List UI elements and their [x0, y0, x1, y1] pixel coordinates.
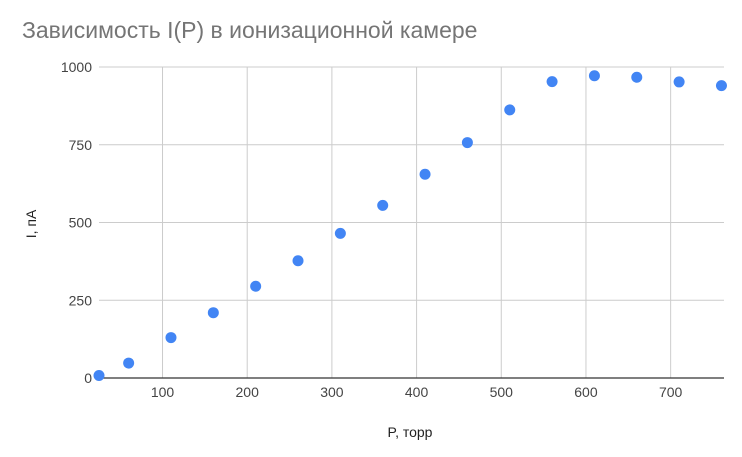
data-point — [165, 332, 177, 344]
data-point — [546, 76, 558, 88]
x-tick-label: 500 — [490, 384, 514, 400]
x-tick-label: 700 — [659, 384, 683, 400]
data-point — [377, 199, 389, 211]
data-point — [461, 137, 473, 149]
y-axis-label: I, пА — [23, 209, 39, 238]
data-point — [250, 280, 262, 292]
y-tick-label: 250 — [69, 292, 93, 308]
data-point — [504, 104, 516, 116]
data-point — [588, 70, 600, 82]
gridlines — [99, 66, 724, 378]
data-point — [123, 357, 135, 369]
x-tick-label: 400 — [405, 384, 429, 400]
tick-labels: 0 250 500 750 1000 100 200 300 400 500 600 700 — [61, 59, 683, 400]
chart-title: Зависимость I(P) в ионизационной камере — [22, 17, 478, 43]
data-point — [334, 227, 346, 239]
data-point — [93, 370, 105, 382]
data-point — [419, 168, 431, 180]
data-points — [93, 70, 727, 382]
data-point — [292, 255, 304, 267]
x-tick-label: 300 — [320, 384, 344, 400]
x-tick-label: 200 — [236, 384, 260, 400]
x-tick-label: 100 — [151, 384, 175, 400]
x-axis-label: P, торр — [388, 424, 433, 440]
y-tick-label: 500 — [69, 215, 93, 231]
x-tick-label: 600 — [574, 384, 598, 400]
y-tick-label: 0 — [84, 370, 92, 386]
y-tick-label: 750 — [69, 137, 93, 153]
data-point — [631, 71, 643, 83]
data-point — [715, 80, 727, 92]
data-point — [673, 76, 685, 88]
y-tick-label: 1000 — [61, 59, 92, 75]
data-point — [207, 307, 219, 319]
